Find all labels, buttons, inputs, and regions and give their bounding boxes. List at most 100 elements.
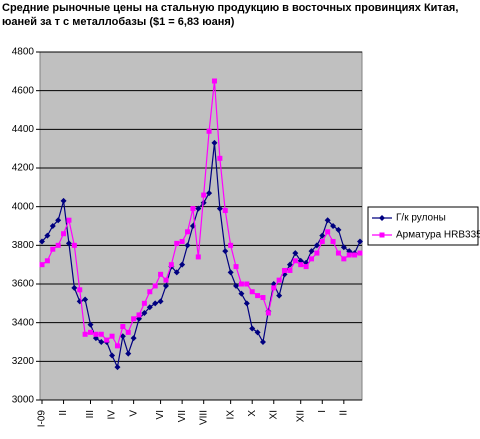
point <box>357 250 363 256</box>
point <box>325 229 331 235</box>
point <box>244 281 250 287</box>
point <box>136 312 142 318</box>
point <box>82 331 88 337</box>
x-tick-label: X <box>247 410 258 417</box>
point <box>379 215 385 221</box>
x-tick-label: XI <box>268 410 279 419</box>
y-tick-label: 4800 <box>12 47 35 58</box>
point <box>88 329 94 335</box>
point <box>61 231 67 237</box>
point <box>211 139 218 146</box>
x-tick-label: V <box>128 410 139 417</box>
point <box>157 298 164 305</box>
point <box>227 269 234 276</box>
y-tick-label: 3400 <box>12 317 35 328</box>
point <box>87 321 94 328</box>
point <box>330 223 337 229</box>
point <box>211 78 217 84</box>
point <box>228 242 234 248</box>
point <box>357 238 363 245</box>
point <box>146 304 153 311</box>
point <box>255 293 261 299</box>
point <box>131 316 137 322</box>
point <box>163 277 169 283</box>
point <box>39 238 45 245</box>
point <box>141 300 147 306</box>
point <box>162 282 169 289</box>
point <box>39 262 45 268</box>
point <box>147 289 153 295</box>
point <box>286 261 293 268</box>
point <box>190 206 196 212</box>
point <box>340 244 347 251</box>
x-tick-label: I <box>317 410 328 413</box>
point <box>287 267 293 273</box>
point <box>259 339 266 345</box>
point <box>233 282 240 289</box>
chart-title: юаней за т с металлобазы ($1 = 6,83 юаня… <box>2 16 235 28</box>
point <box>49 223 56 229</box>
point <box>65 240 72 247</box>
point <box>195 254 201 260</box>
point <box>71 242 77 248</box>
point <box>173 269 180 276</box>
point <box>82 296 89 303</box>
point <box>292 258 298 264</box>
point <box>55 242 61 248</box>
x-tick-label: VIII <box>198 410 209 425</box>
point <box>313 242 320 249</box>
x-tick-label: VII <box>177 410 188 422</box>
point <box>324 217 331 224</box>
y-tick-label: 4200 <box>12 163 35 174</box>
x-tick-label: VI <box>155 410 166 419</box>
point <box>314 250 320 256</box>
y-tick-label: 4600 <box>12 85 35 96</box>
y-tick-label: 3800 <box>12 240 35 251</box>
point <box>141 310 148 316</box>
point <box>249 325 256 332</box>
legend-label: Арматура HRB335 <box>396 230 480 241</box>
x-tick-label: I-09 <box>37 410 48 428</box>
point <box>271 285 277 291</box>
point <box>55 217 62 224</box>
x-tick-label: IV <box>107 410 118 420</box>
point <box>114 343 120 349</box>
point <box>243 300 250 307</box>
y-tick-label: 4400 <box>12 124 35 135</box>
point <box>119 333 126 340</box>
point <box>44 232 51 239</box>
point <box>168 262 174 268</box>
point <box>216 205 223 212</box>
point <box>335 250 341 256</box>
point <box>249 289 255 295</box>
point <box>341 256 347 262</box>
legend-label: Г/к рулоны <box>396 213 446 224</box>
x-tick-label: II <box>338 410 349 416</box>
point <box>276 292 283 299</box>
point <box>98 331 104 337</box>
point <box>260 295 266 301</box>
point <box>308 256 314 262</box>
point <box>379 232 385 238</box>
point <box>335 226 342 233</box>
point <box>200 199 207 206</box>
point <box>330 238 336 244</box>
point <box>276 277 282 283</box>
point <box>217 155 223 161</box>
point <box>152 283 158 289</box>
x-tick-label: XII <box>295 410 306 422</box>
point <box>195 205 202 212</box>
point <box>109 333 115 339</box>
point <box>184 242 191 249</box>
point <box>346 252 352 258</box>
x-tick-label: IX <box>225 410 236 420</box>
point <box>179 238 185 244</box>
point <box>185 229 191 235</box>
point <box>308 248 315 255</box>
point <box>265 310 271 316</box>
chart-title: Средние рыночные цены на стальную продук… <box>2 2 458 14</box>
point <box>233 264 239 270</box>
point <box>319 238 325 244</box>
point <box>104 337 110 343</box>
